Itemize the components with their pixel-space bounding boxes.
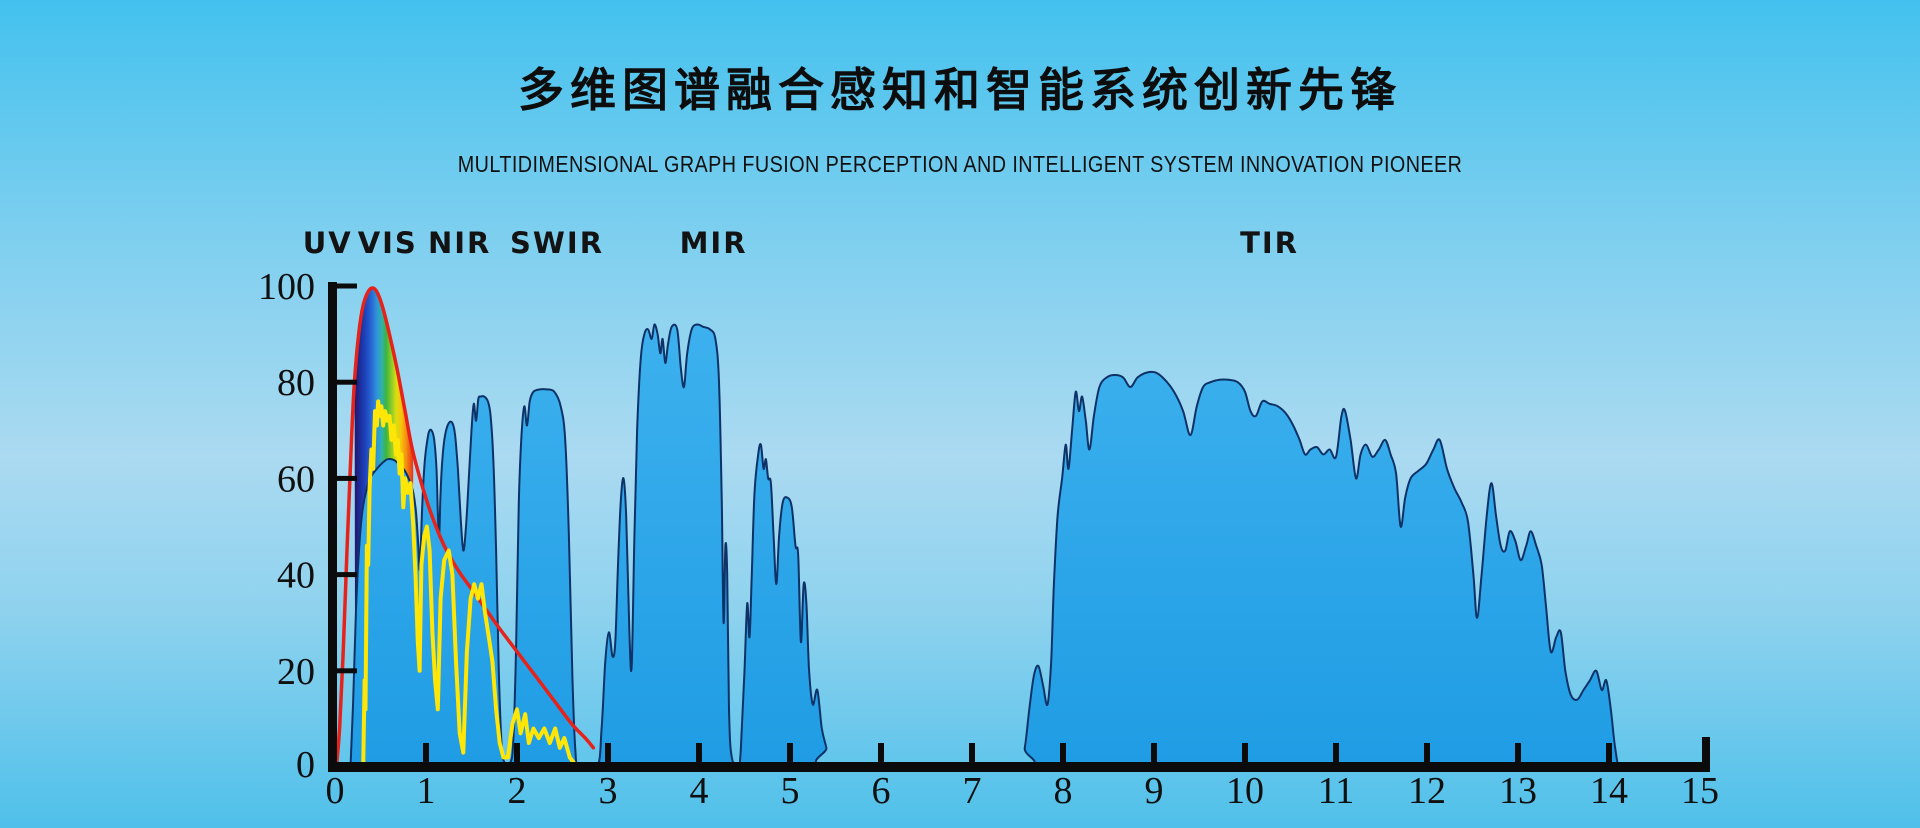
y-tick (337, 572, 357, 578)
y-tick (337, 379, 357, 385)
x-tick-label: 5 (781, 770, 800, 812)
x-tick (696, 743, 702, 763)
x-tick-label: 3 (599, 770, 618, 812)
x-tick-label: 14 (1590, 770, 1628, 812)
x-tick (878, 743, 884, 763)
x-tick-label: 13 (1499, 770, 1537, 812)
x-tick (1606, 743, 1612, 763)
page-subtitle-wrap: MULTIDIMENSIONAL GRAPH FUSION PERCEPTION… (0, 151, 1920, 178)
atmospheric-transmission-area (349, 323, 1620, 769)
x-tick (1060, 743, 1066, 763)
y-tick-label: 60 (277, 458, 315, 500)
x-tick-label: 8 (1054, 770, 1073, 812)
band-label-tir: TIR (1240, 226, 1299, 260)
x-tick-label: 11 (1318, 770, 1355, 812)
x-tick-label: 1 (417, 770, 436, 812)
x-tick-label: 6 (872, 770, 891, 812)
x-tick (1242, 743, 1248, 763)
x-tick (605, 743, 611, 763)
x-tick-label: 2 (508, 770, 527, 812)
x-axis-end-cap (1702, 737, 1710, 767)
x-tick (1424, 743, 1430, 763)
x-tick (423, 743, 429, 763)
x-tick-label: 0 (326, 770, 345, 812)
x-tick (787, 743, 793, 763)
y-axis-line (328, 282, 337, 772)
x-tick (1333, 743, 1339, 763)
y-tick-label: 0 (296, 744, 315, 786)
solar-curve (361, 399, 580, 769)
y-tick-label: 100 (258, 266, 315, 308)
page-subtitle: MULTIDIMENSIONAL GRAPH FUSION PERCEPTION… (457, 151, 1463, 177)
page-title: 多维图谱融合感知和智能系统创新先锋 (518, 63, 1402, 117)
visible-spectrum-fill (354, 288, 414, 633)
x-tick (1151, 743, 1157, 763)
band-label-swir: SWIR (510, 226, 604, 260)
blackbody-curve (335, 286, 596, 764)
y-tick (337, 475, 357, 481)
x-tick-label: 10 (1226, 770, 1264, 812)
x-tick (1515, 743, 1521, 763)
spectrum-curves (335, 286, 596, 769)
transmission-area (349, 323, 1620, 769)
axes (328, 282, 1710, 772)
band-label-vis: VIS (358, 226, 418, 260)
y-tick-label: 40 (277, 555, 315, 597)
x-tick-label: 4 (690, 770, 709, 812)
x-tick-label: 15 (1681, 770, 1719, 812)
x-tick-label: 9 (1145, 770, 1164, 812)
y-tick-label: 80 (277, 362, 315, 404)
y-tick (337, 668, 357, 674)
band-label-nir: NIR (428, 226, 491, 260)
x-tick (514, 743, 520, 763)
x-tick (969, 743, 975, 763)
x-tick-label: 7 (963, 770, 982, 812)
y-tick (337, 283, 357, 289)
band-label-mir: MIR (680, 226, 748, 260)
visible-spectrum-wedge (354, 288, 414, 633)
x-tick-label: 12 (1408, 770, 1446, 812)
band-label-uv: UV (303, 226, 353, 260)
y-tick-label: 20 (277, 651, 315, 693)
x-axis-line (328, 762, 1710, 772)
